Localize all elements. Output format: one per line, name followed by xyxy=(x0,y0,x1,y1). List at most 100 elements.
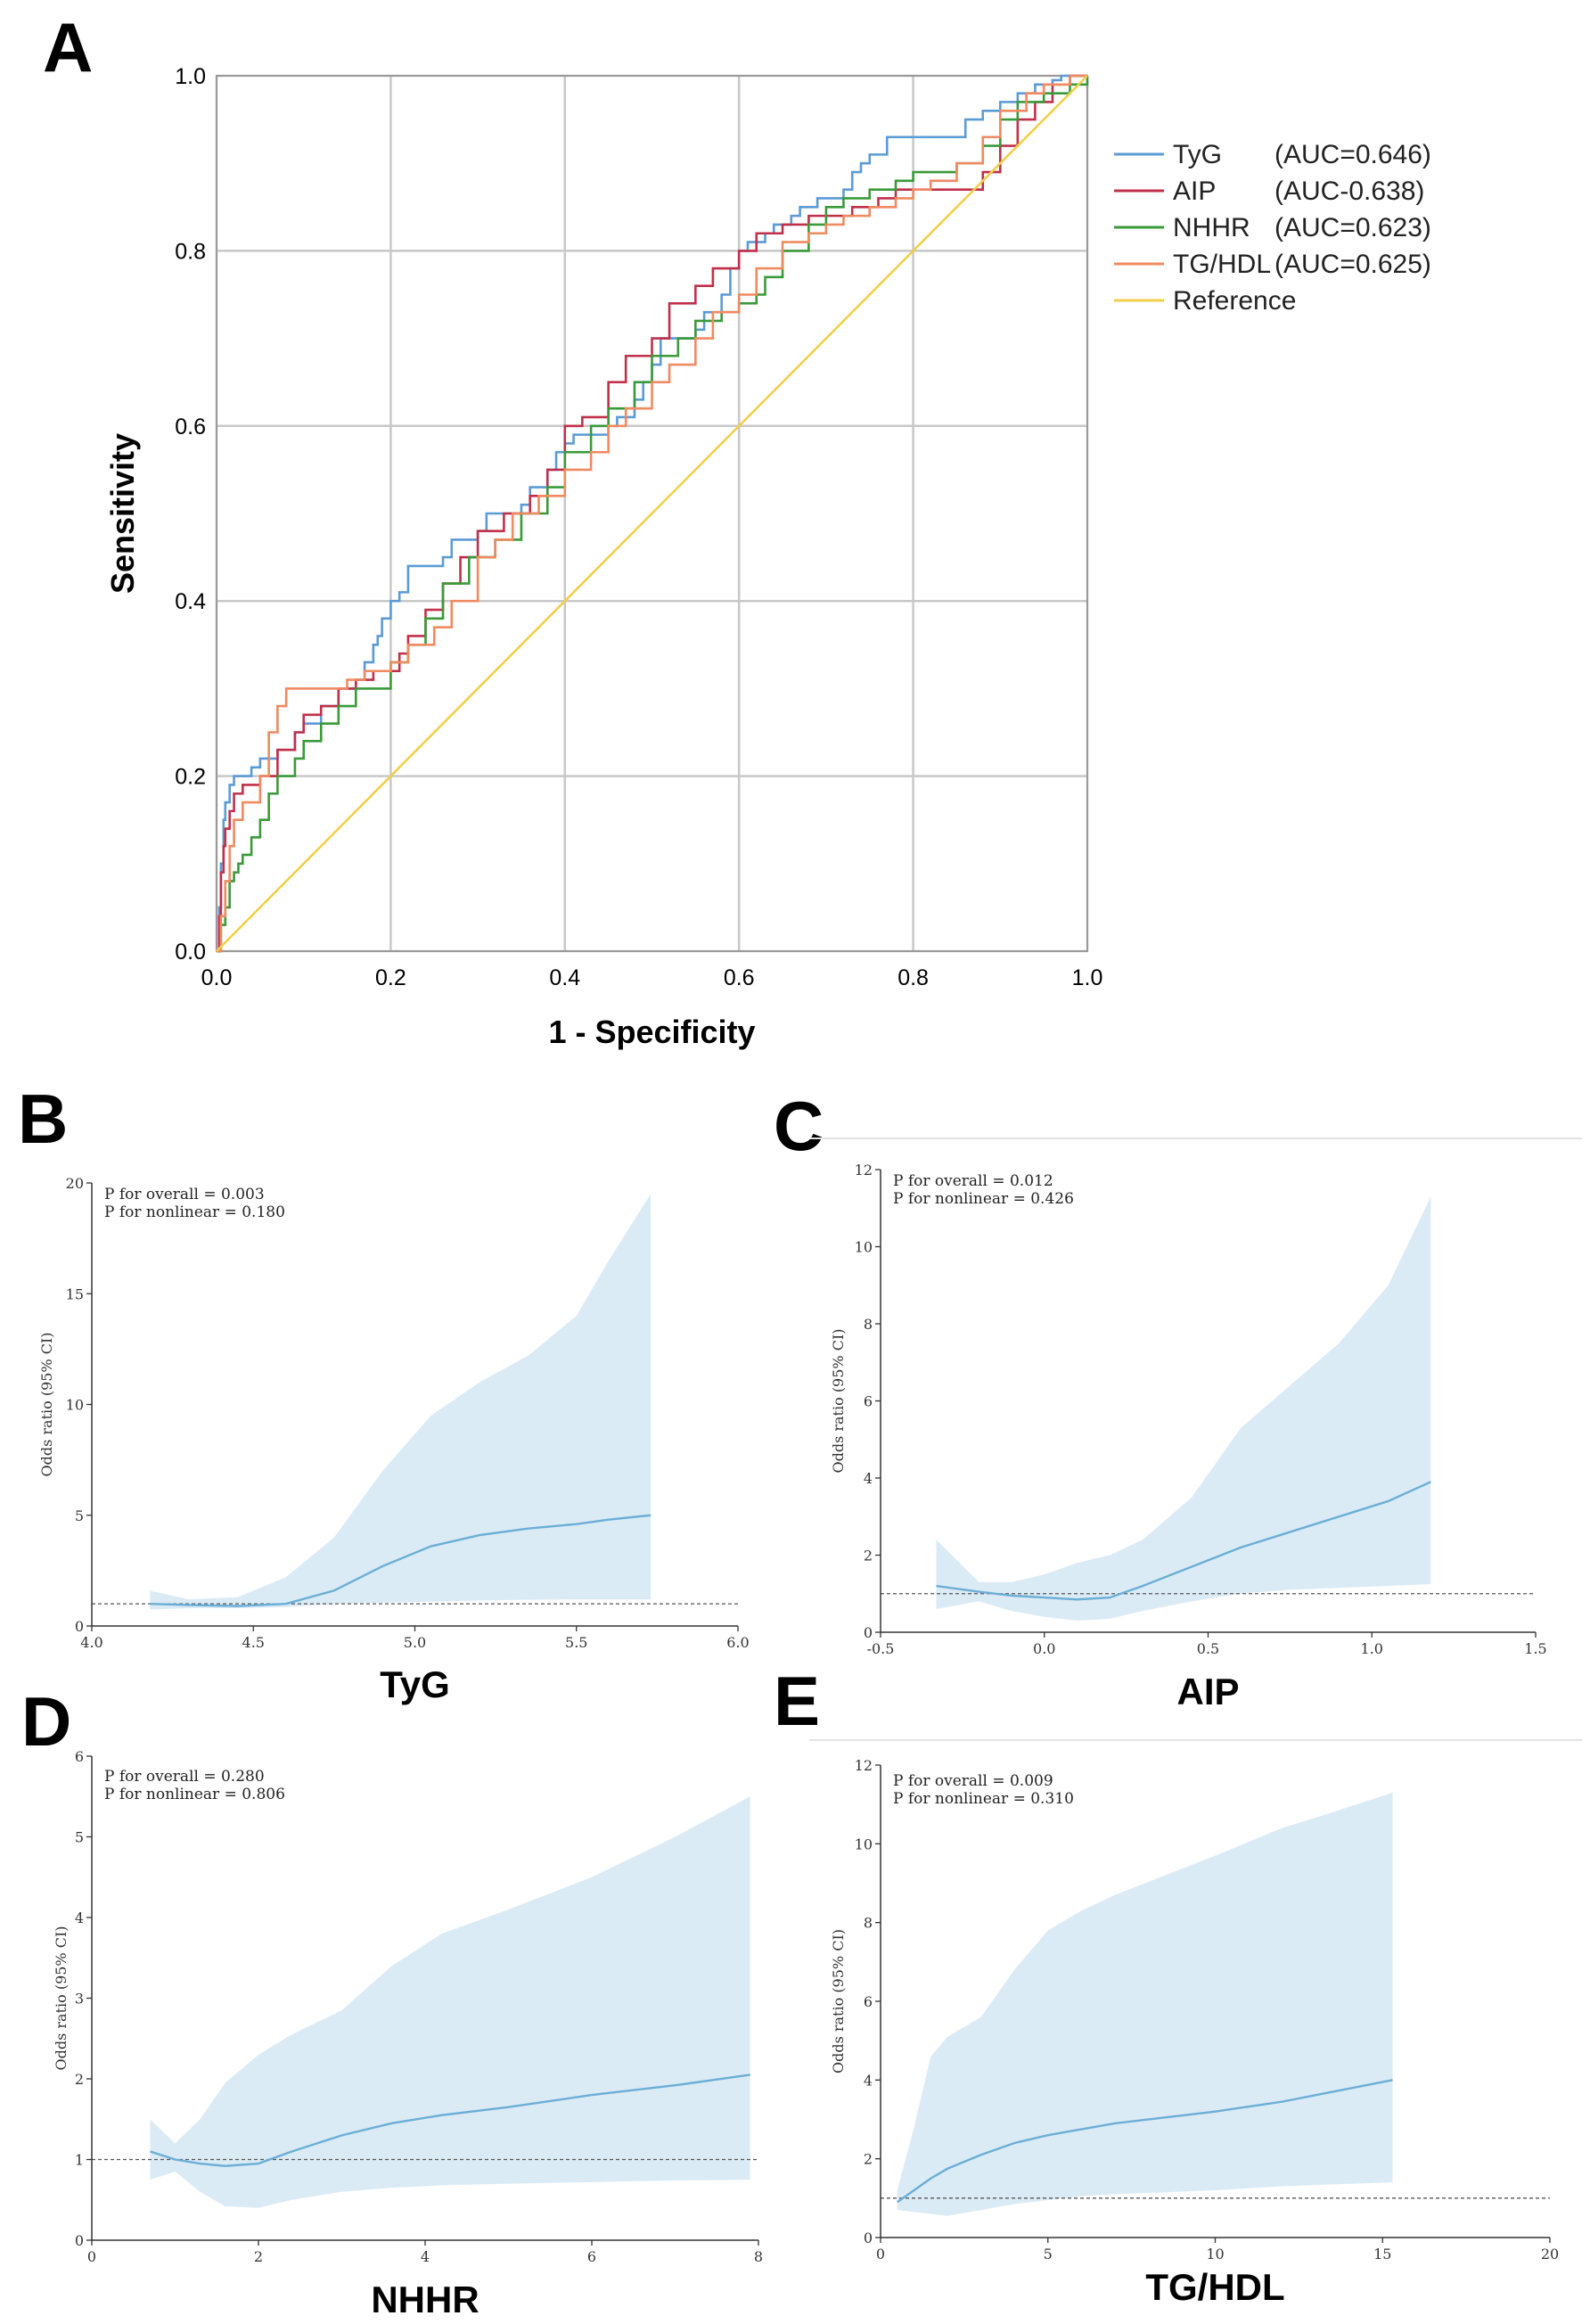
or-curve-nhhr xyxy=(150,2074,750,2167)
x-tick-label-nhhr: 8 xyxy=(754,2248,763,2265)
y-tick-label-tyg: 20 xyxy=(66,1175,84,1192)
roc-y-tick-label: 1.0 xyxy=(175,64,206,89)
roc-y-tick-label: 0.4 xyxy=(175,589,206,614)
panel-letter-b: B xyxy=(18,1080,68,1158)
y-tick-label-tyg: 5 xyxy=(75,1507,84,1524)
rcs-panel-aip: -0.5 0.0 0.5 1.0 1.5 0 2 4 6 8 10 12 P for overall =… xyxy=(809,1137,1582,1712)
legend-label-tg-hdl: TG/HDL xyxy=(1173,250,1271,279)
panel-letter-c: C xyxy=(774,1087,824,1165)
y-tick-label-tyg: 0 xyxy=(75,1618,84,1635)
x-axis-title-tg-hdl: TG/HDL xyxy=(1145,2266,1284,2308)
roc-curve-nhhr xyxy=(217,76,1089,953)
annotation-tyg: P for nonlinear = 0.180 xyxy=(104,1203,285,1221)
panel-letter-a: A xyxy=(43,8,93,86)
y-tick-label-tg-hdl: 6 xyxy=(864,1993,873,2010)
roc-y-axis-title: Sensitivity xyxy=(104,433,141,594)
roc-x-tick-label: 0.8 xyxy=(897,965,929,990)
x-tick-label-nhhr: 2 xyxy=(254,2248,263,2265)
y-tick-label-nhhr: 3 xyxy=(75,1991,84,2008)
legend-auc-tyg: (AUC=0.646) xyxy=(1274,140,1431,169)
y-tick-label-tg-hdl: 12 xyxy=(855,1757,873,1774)
x-tick-label-tyg: 5.5 xyxy=(565,1634,587,1651)
roc-y-tick-label: 0.0 xyxy=(175,940,206,965)
annotation-nhhr: P for nonlinear = 0.806 xyxy=(104,1786,285,1803)
y-tick-label-nhhr: 0 xyxy=(75,2232,84,2249)
x-tick-label-aip: 1.0 xyxy=(1361,1640,1383,1657)
y-tick-label-aip: 12 xyxy=(855,1162,873,1178)
legend-auc-tg-hdl: (AUC=0.625) xyxy=(1274,250,1431,279)
legend-label-aip: AIP xyxy=(1173,177,1216,206)
y-tick-label-aip: 6 xyxy=(864,1393,873,1410)
y-tick-label-tyg: 10 xyxy=(66,1397,84,1414)
ci-band-tg-hdl xyxy=(897,1792,1393,2216)
legend-auc-aip: (AUC-0.638) xyxy=(1274,177,1424,206)
or-curve-aip xyxy=(936,1481,1431,1601)
x-tick-label-aip: 0.5 xyxy=(1197,1640,1219,1657)
y-axis-title-aip: Odds ratio (95% CI) xyxy=(830,1328,847,1473)
y-tick-label-aip: 10 xyxy=(855,1239,873,1256)
x-tick-label-tg-hdl: 15 xyxy=(1373,2246,1391,2262)
ci-band-aip xyxy=(936,1196,1431,1622)
rcs-panel-tyg: 4.0 4.5 5.0 5.5 6.0 0 5 10 15 20 P for overall = 0… xyxy=(38,1175,750,1705)
x-tick-label-tg-hdl: 0 xyxy=(876,2246,885,2262)
rcs-panel-tghdl: 0 5 10 15 20 0 2 4 6 8 10 12 P for overall = 0.009P … xyxy=(809,1739,1582,2308)
legend-label-tyg: TyG xyxy=(1173,140,1222,169)
or-curve-tg-hdl xyxy=(897,2079,1393,2204)
legend-label-nhhr: NHHR xyxy=(1173,213,1250,242)
roc-x-tick-label: 0.2 xyxy=(375,965,406,990)
roc-plot-frame xyxy=(216,75,1088,952)
x-tick-label-tyg: 5.0 xyxy=(404,1634,426,1651)
y-axis-title-tyg: Odds ratio (95% CI) xyxy=(38,1332,55,1476)
y-tick-label-nhhr: 2 xyxy=(75,2071,84,2088)
x-tick-label-tg-hdl: 20 xyxy=(1541,2246,1559,2262)
x-axis-title-aip: AIP xyxy=(1176,1671,1239,1712)
y-tick-label-aip: 2 xyxy=(864,1548,873,1564)
y-tick-label-tg-hdl: 0 xyxy=(864,2230,873,2246)
panel-letter-e: E xyxy=(774,1662,820,1740)
x-tick-label-nhhr: 4 xyxy=(421,2248,430,2265)
roc-y-tick-label: 0.6 xyxy=(175,415,206,439)
legend-auc-nhhr: (AUC=0.623) xyxy=(1274,213,1431,242)
roc-x-tick-label: 1.0 xyxy=(1072,965,1103,990)
ci-band-nhhr xyxy=(150,1796,750,2208)
roc-panel: 0.0 0.2 0.4 0.6 0.8 1.0 0.0 0.2 0.4 0.6 0.8 1.0 1 - … xyxy=(104,64,1431,1050)
y-axis-title-nhhr: Odds ratio (95% CI) xyxy=(53,1926,70,2070)
x-tick-label-aip: -0.5 xyxy=(867,1640,895,1657)
roc-x-tick-label: 0.4 xyxy=(549,965,580,990)
y-tick-label-aip: 0 xyxy=(864,1624,873,1641)
annotation-aip: P for nonlinear = 0.426 xyxy=(893,1190,1074,1208)
ci-band-tyg xyxy=(150,1194,652,1610)
y-tick-label-aip: 4 xyxy=(864,1470,873,1487)
y-tick-label-aip: 8 xyxy=(864,1316,873,1333)
roc-x-tick-label: 0.6 xyxy=(724,965,755,990)
x-tick-label-tg-hdl: 10 xyxy=(1206,2246,1224,2262)
x-tick-label-tyg: 6.0 xyxy=(726,1634,749,1651)
annotation-nhhr: P for overall = 0.280 xyxy=(104,1768,265,1786)
panel-letter-d: D xyxy=(21,1682,71,1761)
x-tick-label-nhhr: 0 xyxy=(87,2248,96,2265)
y-tick-label-tg-hdl: 2 xyxy=(864,2151,873,2168)
roc-y-tick-label: 0.2 xyxy=(175,765,206,790)
annotation-tyg: P for overall = 0.003 xyxy=(104,1186,265,1203)
y-tick-label-nhhr: 5 xyxy=(75,1829,84,1846)
x-tick-label-nhhr: 6 xyxy=(587,2248,596,2265)
y-tick-label-tyg: 15 xyxy=(66,1285,84,1302)
x-tick-label-tg-hdl: 5 xyxy=(1044,2246,1053,2262)
or-curve-tyg xyxy=(150,1514,652,1607)
annotation-tg-hdl: P for overall = 0.009 xyxy=(893,1772,1053,1790)
annotation-tg-hdl: P for nonlinear = 0.310 xyxy=(893,1790,1074,1808)
roc-x-tick-label: 0.0 xyxy=(201,965,233,990)
x-axis-title-tyg: TyG xyxy=(380,1663,450,1705)
roc-y-tick-label: 0.8 xyxy=(175,239,206,264)
y-tick-label-tg-hdl: 10 xyxy=(855,1835,873,1852)
x-axis-title-nhhr: NHHR xyxy=(371,2279,479,2320)
x-tick-label-tyg: 4.5 xyxy=(242,1634,265,1651)
x-tick-label-aip: 1.5 xyxy=(1524,1640,1546,1657)
y-axis-title-tg-hdl: Odds ratio (95% CI) xyxy=(830,1929,847,2074)
roc-curve-reference xyxy=(216,75,1088,952)
annotation-aip: P for overall = 0.012 xyxy=(893,1172,1053,1190)
y-tick-label-nhhr: 6 xyxy=(75,1748,84,1765)
roc-x-axis-title: 1 - Specificity xyxy=(548,1014,755,1050)
